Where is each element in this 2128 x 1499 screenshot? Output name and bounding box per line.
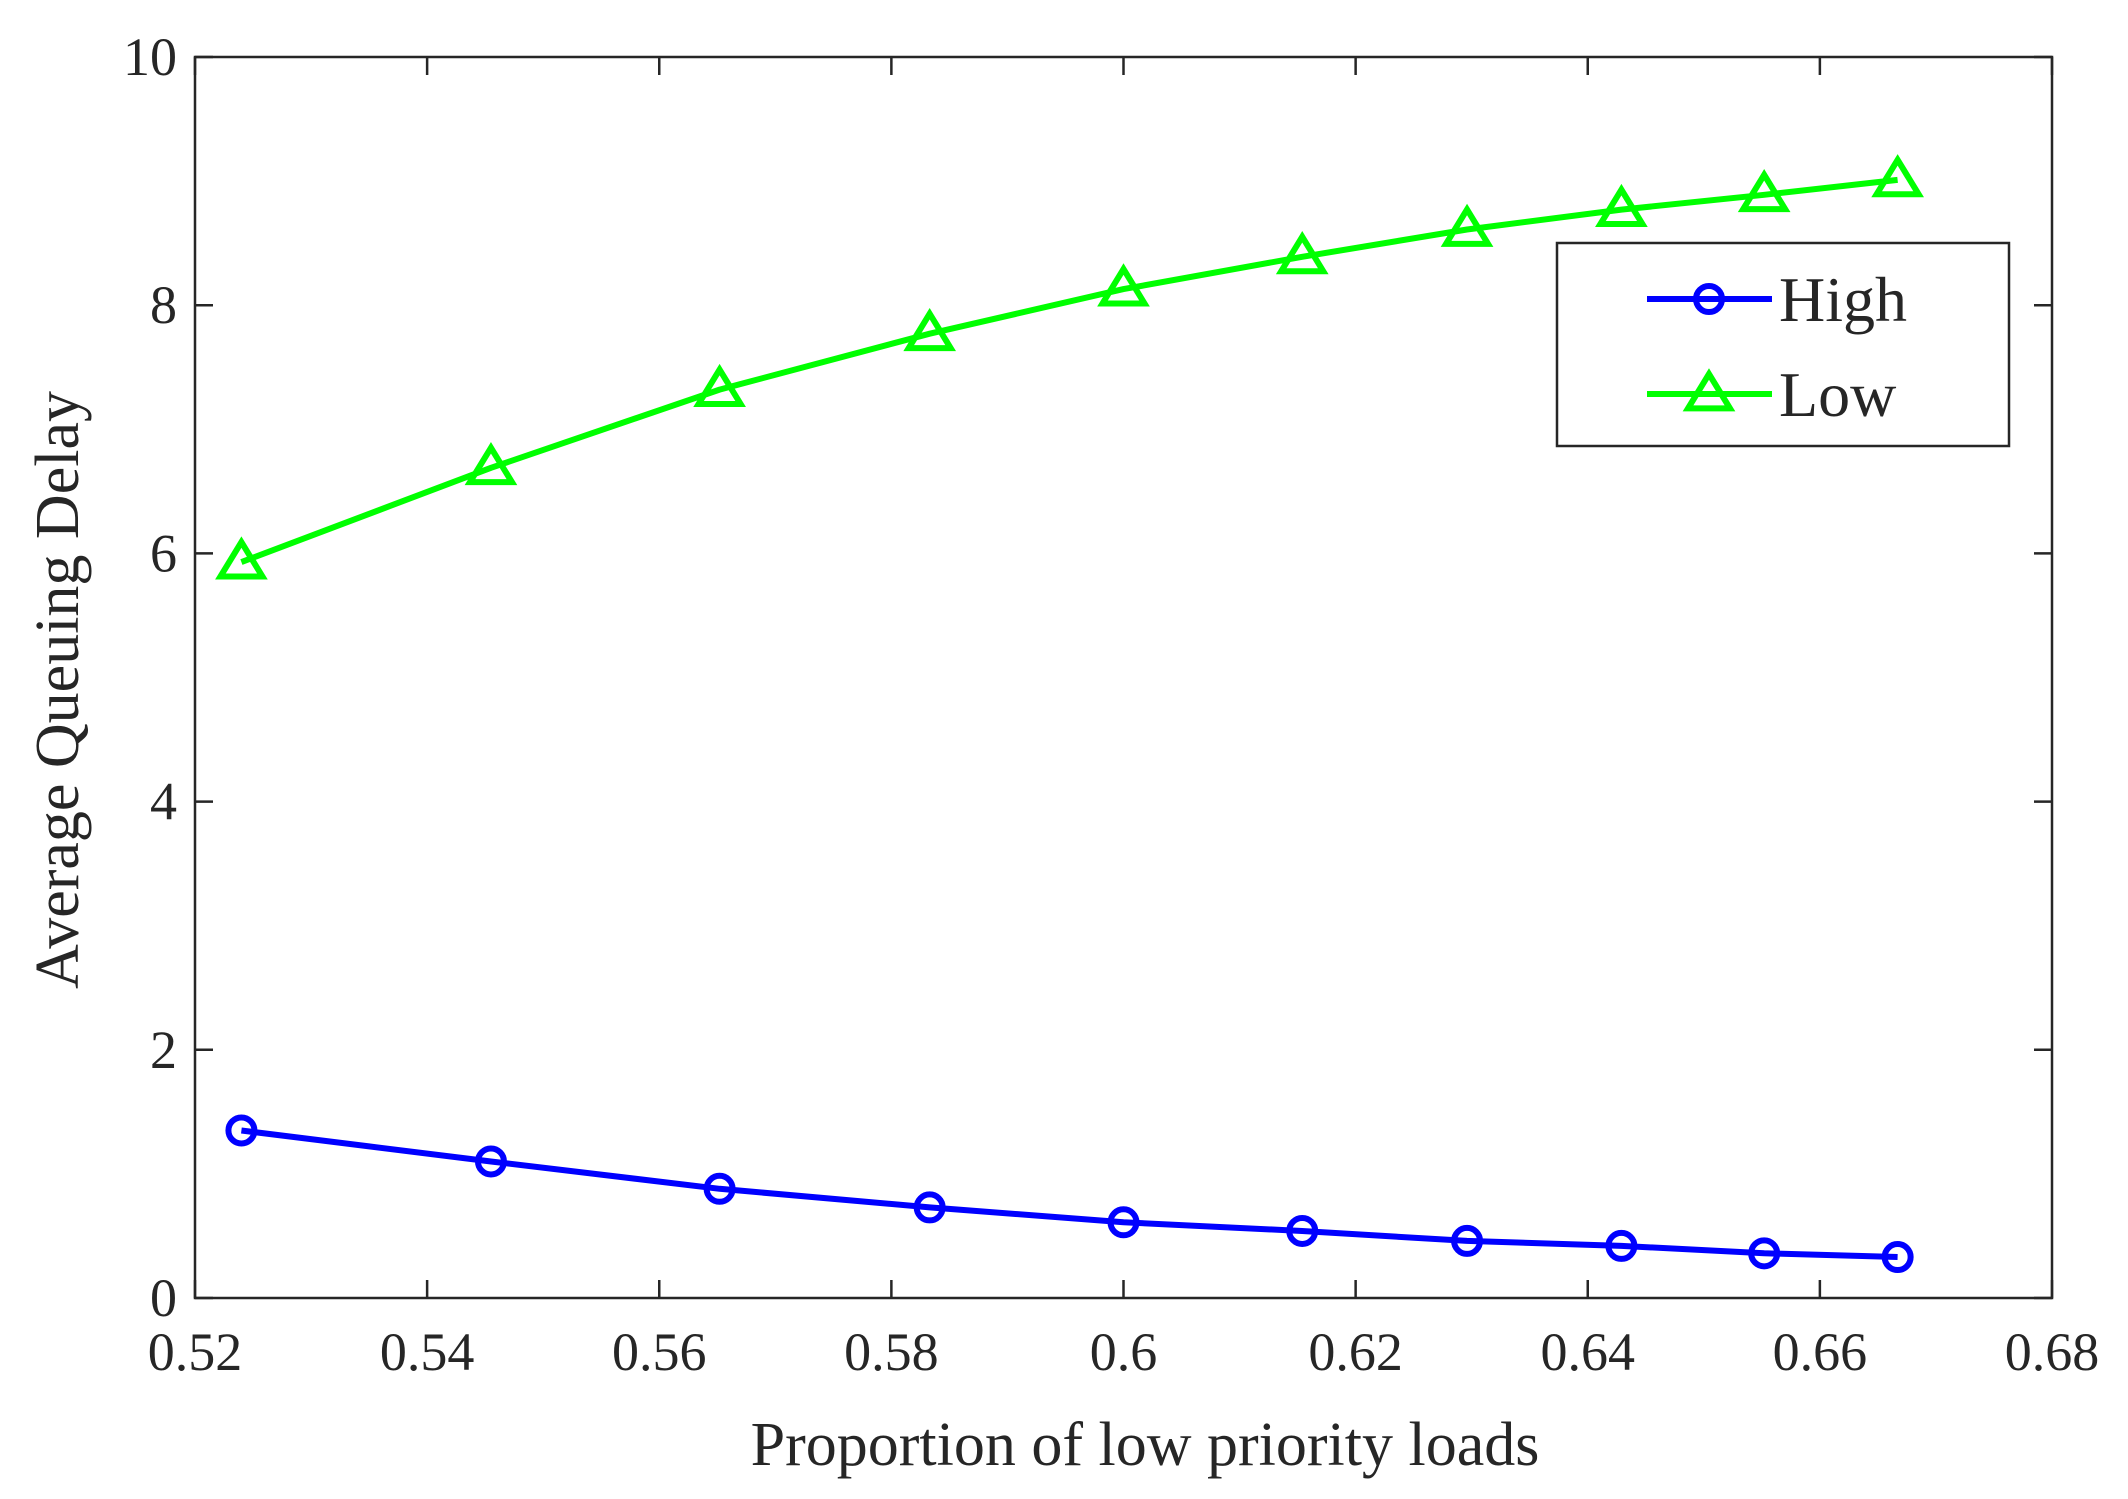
series-layer: [215, 154, 1924, 1274]
data-point-high: [1107, 1206, 1140, 1239]
data-point-low: [1097, 263, 1150, 307]
data-point-low: [215, 536, 268, 580]
series-line-low: [240, 176, 1898, 565]
x-axis: 0.52 0.54 0.56 0.58 0.6 0.62 0.64 0.66 0.68: [148, 57, 2100, 1382]
y-tick-label: 4: [150, 772, 177, 832]
data-point-low: [1737, 168, 1791, 213]
y-tick-label: 10: [123, 27, 177, 87]
data-point-high: [913, 1191, 946, 1224]
legend-marker-high: [1693, 283, 1725, 315]
y-axis: 0 2 4 6 8 10: [123, 27, 2052, 1328]
data-point-low: [1440, 203, 1494, 247]
x-tick-label: 0.6: [1090, 1322, 1158, 1382]
data-point-low: [1595, 183, 1648, 228]
y-tick-label: 0: [150, 1268, 177, 1328]
legend-box: [1555, 241, 2011, 448]
data-point-low: [1275, 231, 1329, 275]
legend-label-low: Low: [1779, 359, 1896, 430]
data-point-low: [693, 363, 746, 407]
legend-item-high: High: [1647, 264, 1907, 335]
series-low: [215, 154, 1924, 580]
x-tick-label: 0.52: [148, 1322, 243, 1382]
series-high: [225, 1114, 1914, 1274]
legend-label-high: High: [1779, 264, 1907, 335]
legend: High Low: [1555, 241, 2011, 448]
legend-marker-low: [1682, 368, 1736, 412]
x-axis-title: Proportion of low priority loads: [751, 1411, 1540, 1479]
legend-item-low: Low: [1647, 359, 1896, 430]
x-tick-label: 0.64: [1541, 1322, 1636, 1382]
x-tick-label: 0.62: [1308, 1322, 1403, 1382]
data-point-high: [1451, 1224, 1484, 1257]
x-tick-label: 0.68: [2005, 1322, 2100, 1382]
data-point-high: [225, 1114, 258, 1147]
y-tick-label: 2: [150, 1020, 177, 1080]
data-point-high: [1286, 1214, 1319, 1247]
data-point-high: [1881, 1241, 1914, 1274]
y-axis-title: Average Queuing Delay: [24, 391, 92, 989]
series-line-high: [241, 1127, 1898, 1260]
x-tick-label: 0.58: [844, 1322, 939, 1382]
y-tick-label: 6: [150, 523, 177, 583]
x-tick-label: 0.66: [1773, 1322, 1868, 1382]
data-point-low: [1871, 154, 1924, 198]
x-tick-label: 0.56: [612, 1322, 707, 1382]
data-point-high: [1748, 1237, 1781, 1270]
data-point-high: [474, 1145, 507, 1178]
data-point-high: [703, 1172, 736, 1205]
y-tick-label: 8: [150, 275, 177, 335]
data-point-low: [464, 442, 518, 486]
data-point-high: [1605, 1229, 1638, 1262]
x-tick-label: 0.54: [380, 1322, 475, 1382]
data-point-low: [903, 307, 957, 352]
